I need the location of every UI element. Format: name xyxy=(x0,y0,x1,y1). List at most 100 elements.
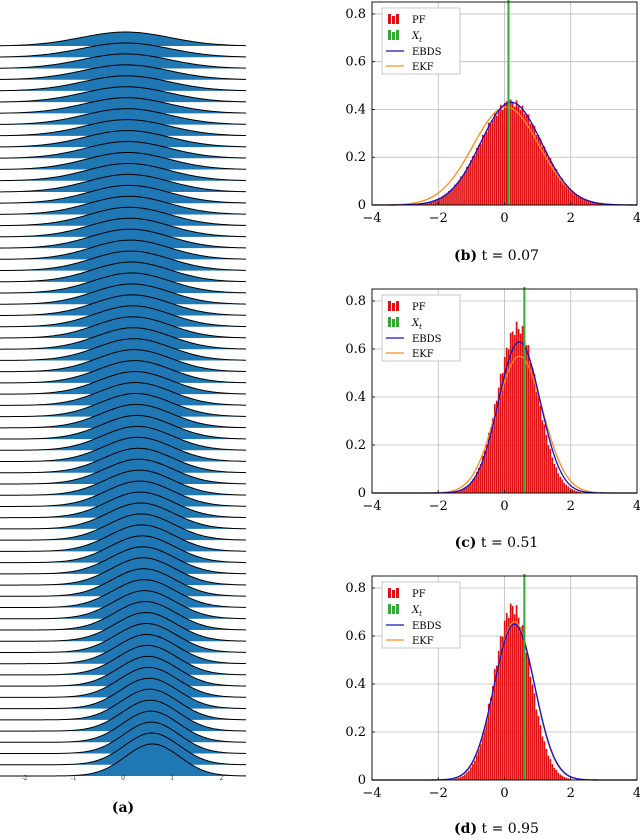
pf-histogram-bar xyxy=(426,202,429,205)
ridge-fill xyxy=(0,240,246,260)
pf-histogram-bar xyxy=(529,123,532,205)
pf-histogram-bar xyxy=(543,741,546,780)
panel-d-chart: −4 −2 0 2 4 0 0.2 0.4 0.6 0.8 PF Xt EBDS EKF (d) t = 0… xyxy=(345,574,640,837)
pf-histogram-bar xyxy=(557,473,560,493)
pf-histogram-bar xyxy=(579,196,582,205)
ridge-fill xyxy=(0,272,246,294)
legend-label-ebds: EBDS xyxy=(412,334,442,345)
ridge-line xyxy=(0,141,247,159)
ridge-fill xyxy=(0,294,246,316)
ridge-line xyxy=(0,272,247,294)
pf-histogram-bar xyxy=(497,387,500,493)
legend-label-pf: PF xyxy=(412,15,426,26)
ridge-line xyxy=(0,97,247,114)
pf-histogram-bar xyxy=(531,684,534,780)
legend-label-pf: PF xyxy=(412,302,426,313)
ridge-fill xyxy=(0,53,246,69)
pf-histogram-bar xyxy=(440,197,442,205)
ridge-line xyxy=(0,677,247,710)
pf-histogram-bar xyxy=(533,374,536,493)
pf-histogram-bar xyxy=(454,778,456,780)
pf-histogram-bar xyxy=(551,764,554,780)
pf-histogram-bar xyxy=(541,736,544,780)
pf-histogram-bar xyxy=(472,156,474,205)
y-tick-label: 0.2 xyxy=(345,725,366,740)
pf-histogram-bar xyxy=(485,444,488,493)
ridge-line xyxy=(0,458,247,485)
pf-histogram-bar xyxy=(424,202,427,205)
ridge-line xyxy=(0,568,247,597)
pf-histogram-bar xyxy=(535,391,538,493)
pf-histogram-bar xyxy=(450,189,452,205)
ridge-tick-label: 1 xyxy=(170,775,174,782)
ridge-fill xyxy=(0,700,246,732)
pf-histogram-bar xyxy=(533,693,536,780)
ridge-fill xyxy=(0,393,246,417)
pf-histogram-bar xyxy=(458,777,460,780)
pf-histogram-bar xyxy=(487,122,490,205)
ridge-line xyxy=(0,655,247,687)
pf-histogram-bar xyxy=(446,193,448,205)
pf-histogram-bar xyxy=(547,157,550,205)
pf-histogram-bar xyxy=(521,625,524,780)
pf-histogram-bar xyxy=(493,669,496,780)
ridge-line xyxy=(0,590,247,620)
pf-histogram-bar xyxy=(567,186,570,205)
pf-histogram-bar xyxy=(577,195,580,205)
legend-pf-swatch xyxy=(388,301,391,311)
legend-label-pf: PF xyxy=(412,589,426,600)
ridge-fill xyxy=(0,645,246,675)
ridge-line xyxy=(0,403,247,429)
ridge-line xyxy=(0,480,247,507)
pf-histogram-bar xyxy=(593,202,595,205)
ridge-line xyxy=(0,535,247,564)
pf-histogram-bar xyxy=(436,199,438,205)
ridge-line xyxy=(0,360,247,384)
pf-histogram-bar xyxy=(499,373,502,493)
ridge-fill xyxy=(0,667,246,698)
pf-histogram-bar xyxy=(515,321,518,493)
ridge-line xyxy=(0,162,247,182)
ridge-line xyxy=(0,710,247,743)
pf-histogram-bar xyxy=(468,770,470,780)
ridge-line xyxy=(0,623,247,653)
ridge-fill xyxy=(0,404,246,428)
pf-histogram-bar xyxy=(585,199,588,205)
pf-histogram-bar xyxy=(563,182,566,205)
ridge-line xyxy=(0,316,247,339)
pf-histogram-bar xyxy=(579,491,582,493)
pf-histogram-bar xyxy=(529,363,532,493)
pf-histogram-bar xyxy=(430,201,432,205)
ridge-fill xyxy=(0,97,246,114)
pf-histogram-bar xyxy=(567,486,570,493)
pf-histogram-bar xyxy=(505,347,508,493)
pf-histogram-bar xyxy=(569,189,572,205)
ridge-fill xyxy=(0,689,246,720)
ridge-fill xyxy=(0,327,246,350)
ridge-line xyxy=(0,294,247,316)
ridge-fill xyxy=(0,108,246,125)
pf-histogram-bar xyxy=(485,718,488,780)
ridge-fill xyxy=(0,513,246,541)
pf-histogram-bar xyxy=(571,190,574,205)
ridge-tick-label: 0 xyxy=(121,775,125,782)
y-tick-label: 0.8 xyxy=(345,7,366,22)
panel-caption-label: (d) xyxy=(454,821,477,837)
ridge-fill xyxy=(0,557,246,586)
pf-histogram-bar xyxy=(464,488,466,493)
y-tick-label: 0.8 xyxy=(345,294,366,309)
ridge-fill xyxy=(0,678,246,709)
x-tick-label: 2 xyxy=(567,786,575,801)
legend-xt-swatch xyxy=(396,30,399,40)
panel-caption: (b) t = 0.07 xyxy=(454,248,539,264)
ridge-line xyxy=(0,524,247,552)
pf-histogram-bar xyxy=(551,163,554,205)
y-tick-label: 0.4 xyxy=(345,677,366,692)
pf-histogram-bar xyxy=(575,194,578,205)
y-tick-label: 0.6 xyxy=(345,342,366,357)
pf-histogram-bar xyxy=(478,748,480,780)
pf-histogram-bar xyxy=(466,166,468,205)
pf-histogram-bar xyxy=(511,605,514,780)
pf-histogram-bar xyxy=(499,636,502,780)
pf-histogram-bar xyxy=(567,778,570,780)
